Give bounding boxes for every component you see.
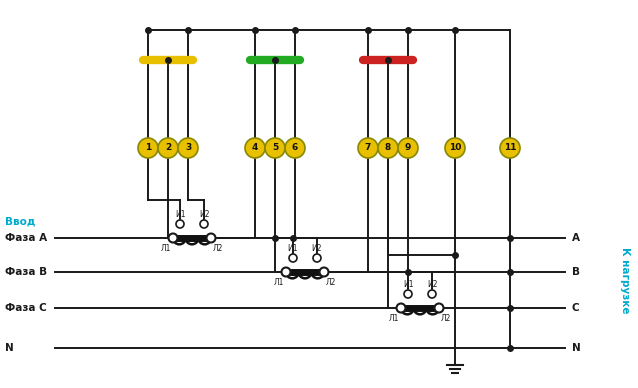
Text: И1: И1 — [403, 280, 413, 289]
Text: И2: И2 — [312, 244, 322, 253]
Text: Ввод: Ввод — [5, 217, 35, 227]
Circle shape — [245, 138, 265, 158]
Circle shape — [434, 303, 443, 312]
Text: 11: 11 — [504, 144, 516, 152]
Text: N: N — [5, 343, 14, 353]
Text: Л2: Л2 — [326, 278, 336, 287]
Text: Л2: Л2 — [441, 314, 451, 323]
Text: И1: И1 — [175, 210, 185, 219]
Text: Л1: Л1 — [161, 244, 171, 253]
Text: C: C — [572, 303, 580, 313]
Circle shape — [138, 138, 158, 158]
Circle shape — [428, 290, 436, 298]
Circle shape — [396, 303, 406, 312]
Text: И2: И2 — [199, 210, 209, 219]
Circle shape — [207, 234, 216, 242]
Text: Л1: Л1 — [389, 314, 399, 323]
Text: Фаза C: Фаза C — [5, 303, 47, 313]
Text: Л1: Л1 — [274, 278, 284, 287]
Text: К нагрузке: К нагрузке — [620, 247, 630, 313]
Text: 3: 3 — [185, 144, 191, 152]
Text: A: A — [572, 233, 580, 243]
Text: И2: И2 — [427, 280, 437, 289]
Text: 10: 10 — [449, 144, 461, 152]
Text: И1: И1 — [288, 244, 298, 253]
Text: 4: 4 — [252, 144, 258, 152]
Text: 6: 6 — [292, 144, 298, 152]
Text: B: B — [572, 267, 580, 277]
Text: Л2: Л2 — [213, 244, 223, 253]
Text: 8: 8 — [385, 144, 391, 152]
Circle shape — [404, 290, 412, 298]
Circle shape — [285, 138, 305, 158]
Text: 7: 7 — [365, 144, 371, 152]
Circle shape — [358, 138, 378, 158]
Circle shape — [378, 138, 398, 158]
Circle shape — [200, 220, 208, 228]
Circle shape — [313, 254, 321, 262]
Circle shape — [265, 138, 285, 158]
Text: Фаза A: Фаза A — [5, 233, 47, 243]
Text: 5: 5 — [272, 144, 278, 152]
Circle shape — [320, 267, 329, 277]
Circle shape — [176, 220, 184, 228]
Text: N: N — [572, 343, 581, 353]
Circle shape — [500, 138, 520, 158]
Circle shape — [398, 138, 418, 158]
Text: 1: 1 — [145, 144, 151, 152]
Circle shape — [281, 267, 290, 277]
Circle shape — [445, 138, 465, 158]
Circle shape — [168, 234, 177, 242]
Text: 9: 9 — [405, 144, 411, 152]
Circle shape — [289, 254, 297, 262]
Text: 2: 2 — [165, 144, 171, 152]
Circle shape — [158, 138, 178, 158]
Circle shape — [178, 138, 198, 158]
Text: Фаза B: Фаза B — [5, 267, 47, 277]
